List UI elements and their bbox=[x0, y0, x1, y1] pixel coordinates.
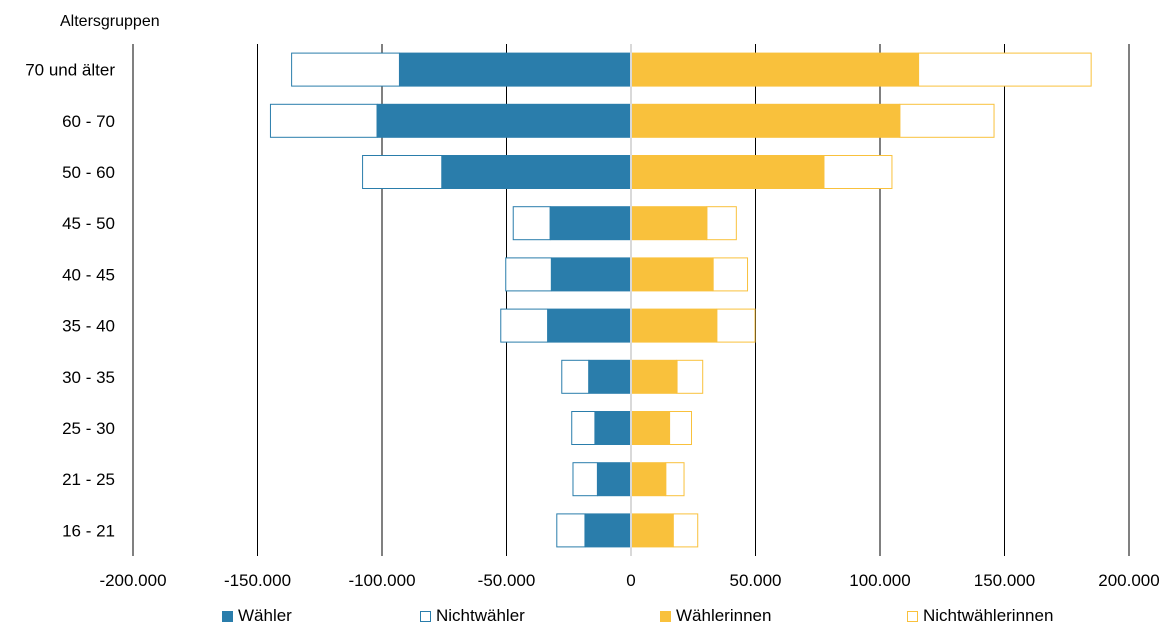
bar-nichtwaehlerinnen bbox=[665, 462, 685, 497]
x-tick-label: -200.000 bbox=[99, 571, 166, 590]
bar-nichtwaehler bbox=[571, 411, 596, 445]
bar-nichtwaehler bbox=[556, 513, 586, 548]
x-tick-label: 200.000 bbox=[1098, 571, 1159, 590]
legend-label: Wähler bbox=[238, 606, 292, 625]
bar-waehlerinnen bbox=[631, 257, 714, 292]
x-tick-label: -50.000 bbox=[478, 571, 536, 590]
bars bbox=[269, 52, 1092, 548]
legend-swatch bbox=[222, 610, 233, 622]
x-tick-labels: -200.000 -150.000 -100.000 -50.000 0 50.000 10… bbox=[99, 571, 1159, 590]
bar-nichtwaehlerinnen bbox=[918, 52, 1092, 87]
y-axis-title: Altersgruppen bbox=[60, 13, 160, 30]
bar-nichtwaehlerinnen bbox=[712, 257, 749, 292]
x-tick-label: 0 bbox=[626, 571, 635, 590]
bar-waehlerinnen bbox=[631, 52, 919, 87]
bar-waehlerinnen bbox=[631, 206, 707, 241]
category-label: 30 - 35 bbox=[62, 368, 115, 387]
bar-nichtwaehler bbox=[269, 103, 378, 138]
bar-waehler bbox=[399, 52, 631, 87]
legend-swatch bbox=[907, 610, 918, 622]
bar-nichtwaehlerinnen bbox=[899, 103, 995, 138]
bar-waehlerinnen bbox=[631, 155, 824, 189]
category-label: 16 - 21 bbox=[62, 521, 115, 540]
category-label: 70 und älter bbox=[25, 61, 115, 80]
legend-item: Nichtwählerinnen bbox=[907, 606, 1053, 626]
legend-item: Wähler bbox=[222, 606, 292, 626]
category-label: 60 - 70 bbox=[62, 112, 115, 131]
bar-waehler bbox=[551, 257, 631, 292]
bar-waehlerinnen bbox=[631, 411, 670, 445]
bar-waehler bbox=[377, 103, 631, 138]
bar-nichtwaehlerinnen bbox=[716, 308, 756, 343]
category-label: 45 - 50 bbox=[62, 214, 115, 233]
bar-waehler bbox=[588, 359, 631, 394]
category-label: 40 - 45 bbox=[62, 265, 115, 284]
bar-waehler bbox=[550, 206, 631, 241]
bar-waehler bbox=[441, 155, 631, 189]
bar-nichtwaehler bbox=[505, 257, 552, 292]
bar-waehlerinnen bbox=[631, 103, 900, 138]
x-tick-label: 150.000 bbox=[974, 571, 1035, 590]
bar-nichtwaehlerinnen bbox=[676, 359, 704, 394]
bar-waehlerinnen bbox=[631, 308, 717, 343]
x-tick-label: 100.000 bbox=[849, 571, 910, 590]
bar-nichtwaehler bbox=[512, 206, 551, 241]
legend-swatch bbox=[660, 610, 671, 622]
bar-waehler bbox=[594, 411, 631, 445]
bar-nichtwaehler bbox=[291, 52, 400, 87]
bar-nichtwaehlerinnen bbox=[669, 411, 693, 445]
category-label: 25 - 30 bbox=[62, 419, 115, 438]
bar-waehler bbox=[547, 308, 631, 343]
bar-nichtwaehlerinnen bbox=[672, 513, 699, 548]
legend-item: Nichtwähler bbox=[420, 606, 525, 626]
x-tick-label: -150.000 bbox=[224, 571, 291, 590]
legend-swatch bbox=[420, 610, 431, 622]
category-labels: 70 und älter 60 - 70 50 - 60 45 - 50 40 - 45… bbox=[25, 61, 115, 541]
category-label: 50 - 60 bbox=[62, 163, 115, 182]
bar-waehler bbox=[597, 462, 631, 497]
legend-label: Nichtwählerinnen bbox=[923, 606, 1054, 625]
legend: Wähler Nichtwähler Wählerinnen Nichtwähleri… bbox=[0, 606, 1169, 632]
legend-label: Wählerinnen bbox=[676, 606, 772, 625]
x-tick-label: 50.000 bbox=[730, 571, 782, 590]
bar-nichtwaehler bbox=[561, 359, 590, 394]
legend-item: Wählerinnen bbox=[660, 606, 771, 626]
category-label: 35 - 40 bbox=[62, 317, 115, 336]
bar-nichtwaehlerinnen bbox=[706, 206, 737, 241]
x-tick-label: -100.000 bbox=[348, 571, 415, 590]
population-pyramid-chart: Altersgruppen 70 und älter 60 - 70 50 - 60… bbox=[25, 13, 1160, 590]
bar-nichtwaehler bbox=[500, 308, 549, 343]
bar-waehlerinnen bbox=[631, 513, 674, 548]
legend-label: Nichtwähler bbox=[436, 606, 525, 625]
bar-waehler bbox=[584, 513, 631, 548]
category-label: 21 - 25 bbox=[62, 470, 115, 489]
bar-nichtwaehlerinnen bbox=[823, 155, 893, 189]
bar-nichtwaehler bbox=[572, 462, 598, 497]
bar-nichtwaehler bbox=[362, 155, 443, 189]
bar-waehlerinnen bbox=[631, 359, 678, 394]
bar-waehlerinnen bbox=[631, 462, 666, 497]
